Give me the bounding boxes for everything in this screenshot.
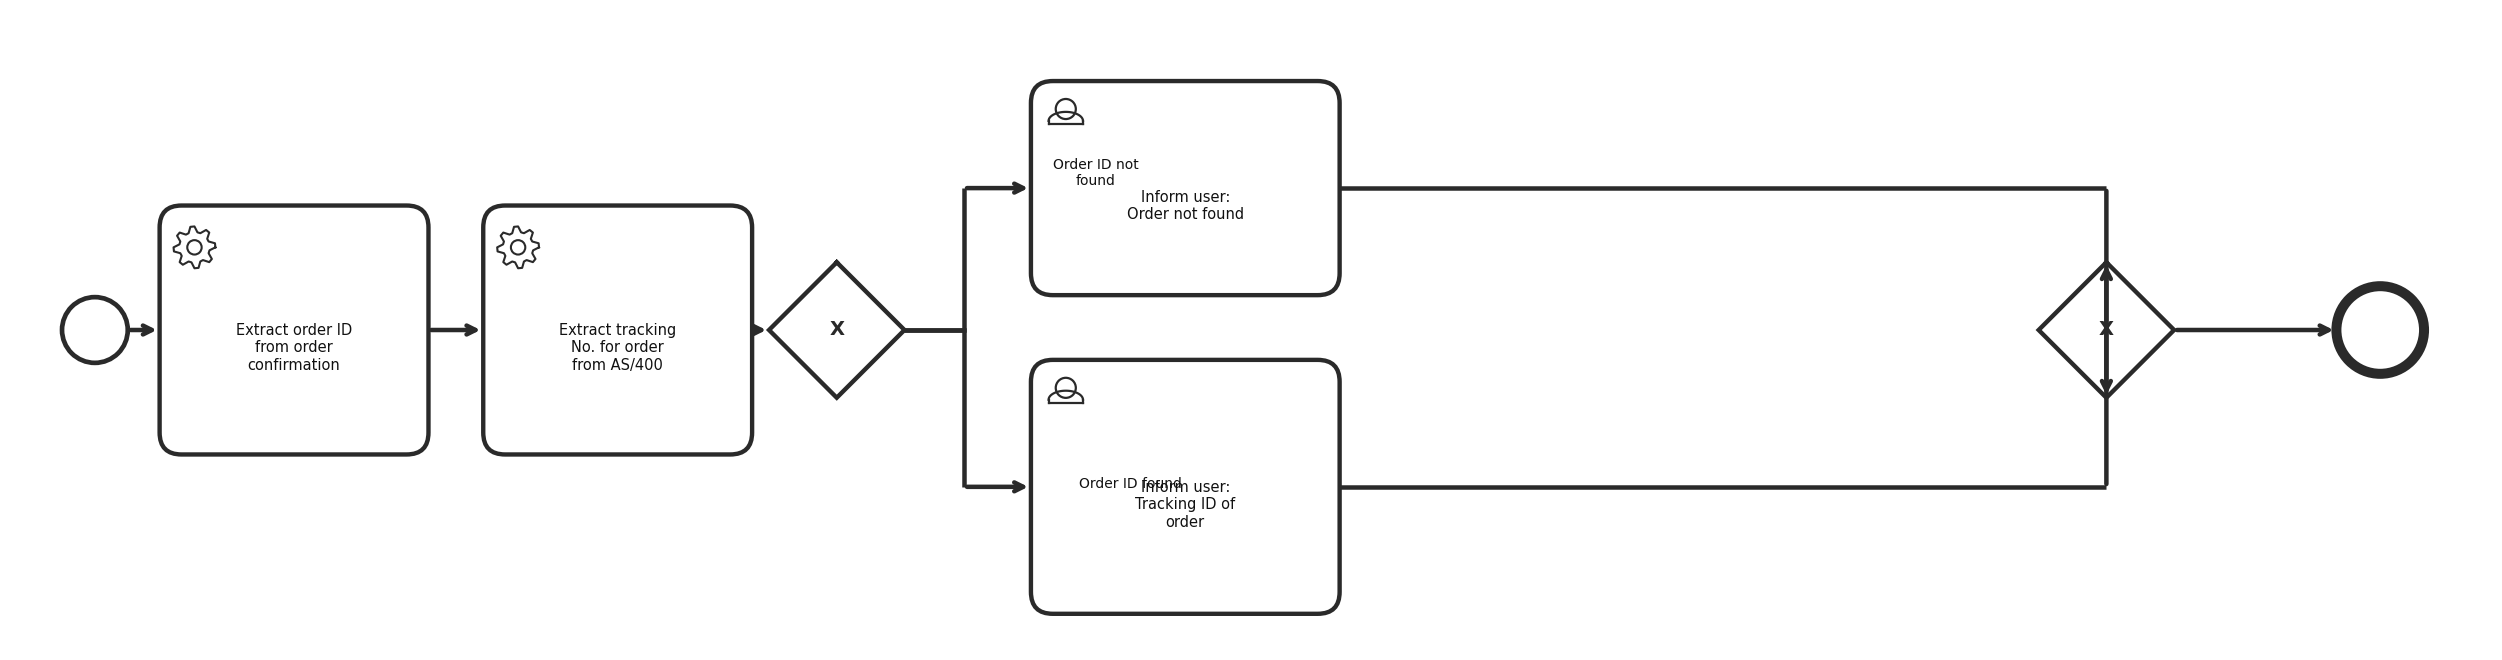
Text: Order ID not
found: Order ID not found [1053, 158, 1138, 187]
FancyBboxPatch shape [483, 205, 753, 455]
Text: X: X [2099, 321, 2114, 339]
Polygon shape [2039, 262, 2174, 398]
Text: X: X [828, 321, 843, 339]
FancyBboxPatch shape [160, 205, 428, 455]
Text: Inform user:
Tracking ID of
order: Inform user: Tracking ID of order [1136, 480, 1236, 530]
Text: Order ID found: Order ID found [1078, 477, 1181, 491]
Polygon shape [768, 262, 903, 398]
FancyBboxPatch shape [1031, 81, 1339, 295]
Text: Extract order ID
from order
confirmation: Extract order ID from order confirmation [235, 323, 353, 373]
Text: Extract tracking
No. for order
from AS/400: Extract tracking No. for order from AS/4… [558, 323, 676, 373]
Text: Inform user:
Order not found: Inform user: Order not found [1126, 190, 1243, 222]
FancyBboxPatch shape [1031, 360, 1339, 614]
